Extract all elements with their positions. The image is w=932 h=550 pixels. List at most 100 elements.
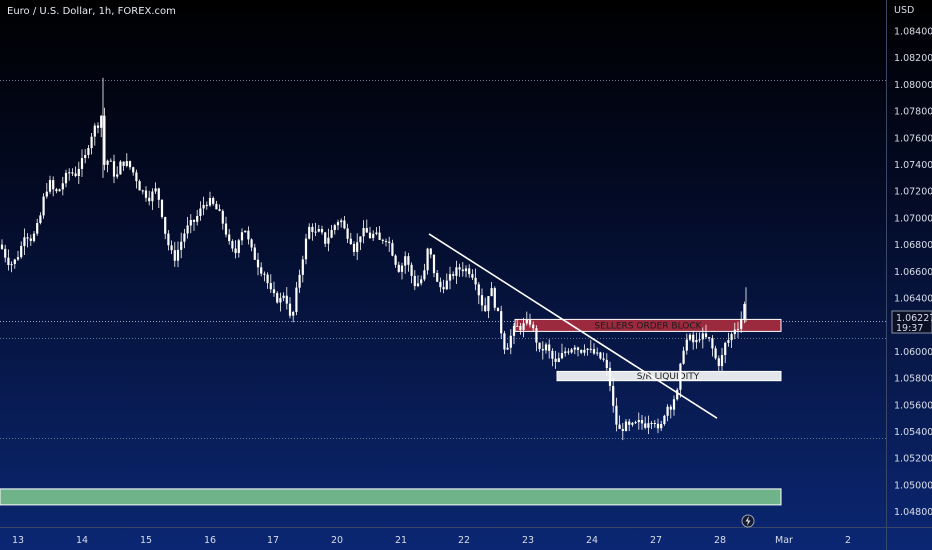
candle-body: [423, 270, 426, 280]
candle-body: [685, 339, 688, 351]
candle: [416, 275, 420, 288]
candle-body: [39, 215, 42, 223]
candle: [253, 243, 256, 260]
candle-body: [615, 405, 618, 425]
candle-body: [224, 223, 228, 235]
candle: [512, 323, 516, 345]
candle: [506, 343, 509, 350]
y-tick-label: 1.06600: [894, 267, 932, 278]
candle: [192, 219, 196, 231]
candle-body: [532, 324, 535, 329]
candle: [397, 261, 400, 273]
trendline-layer[interactable]: [428, 233, 718, 419]
candle: [388, 236, 391, 252]
candle-body: [666, 406, 669, 416]
descending-trendline[interactable]: [428, 233, 718, 419]
candle: [7, 249, 10, 271]
candle: [599, 351, 602, 360]
candle: [580, 349, 583, 355]
candle-body: [599, 352, 602, 359]
candle: [413, 270, 416, 291]
candle: [240, 228, 244, 246]
candle-body: [109, 160, 112, 162]
candle-body: [295, 287, 298, 312]
candle-body: [100, 115, 103, 128]
candle: [704, 324, 708, 339]
candle: [564, 347, 567, 357]
sr-liquidity-zone[interactable]: [556, 370, 782, 382]
candle: [365, 219, 368, 233]
candle-body: [16, 257, 20, 260]
candle-body: [26, 237, 29, 239]
candle: [180, 232, 183, 259]
candle-body: [71, 172, 74, 174]
candle: [653, 420, 656, 428]
candle-body: [157, 188, 160, 200]
candle-body: [695, 340, 698, 343]
candle-body: [660, 424, 663, 429]
candle-body: [0, 244, 4, 249]
candle: [439, 277, 442, 293]
candle-body: [448, 274, 452, 281]
candle-body: [90, 136, 93, 149]
candle: [333, 223, 336, 235]
candle-body: [698, 339, 701, 341]
candle: [362, 220, 365, 244]
candle: [666, 404, 669, 422]
candle-body: [608, 367, 612, 386]
candle: [663, 414, 666, 426]
candle: [602, 352, 605, 362]
sellers-order-block-zone[interactable]: [514, 318, 782, 332]
candle: [20, 241, 23, 259]
candle: [39, 212, 42, 225]
candle: [61, 176, 64, 196]
candle-body: [506, 347, 509, 350]
lightning-icon[interactable]: [741, 514, 755, 528]
candle: [615, 397, 618, 432]
candle-body: [487, 296, 490, 312]
candle-body: [176, 249, 180, 261]
price-axis[interactable]: 1.08400 1.08200 1.08000 1.07800 1.07600 1.074…: [894, 27, 932, 519]
candle: [391, 239, 394, 257]
candle-body: [711, 338, 714, 349]
candle-body: [583, 349, 586, 353]
y-tick-label: 1.08200: [894, 53, 932, 64]
candle: [173, 241, 176, 267]
candle-body: [260, 267, 263, 274]
candle-body: [381, 239, 384, 241]
candle: [151, 188, 154, 210]
candle: [144, 186, 148, 202]
candle: [138, 179, 141, 191]
time-axis[interactable]: 13 14 15 16 17 20 21 22 23 24 27 28 Mar 2: [12, 535, 851, 546]
candle-body: [125, 161, 128, 166]
candle-body: [58, 189, 61, 192]
candle-body: [141, 190, 144, 192]
candle-body: [183, 233, 186, 242]
candle-body: [576, 347, 580, 350]
candle-body: [503, 333, 506, 350]
candle-body: [189, 220, 192, 226]
candle: [410, 262, 413, 284]
candle: [84, 149, 87, 164]
candle: [592, 343, 596, 355]
candle: [698, 332, 701, 343]
candle: [244, 230, 247, 233]
candle: [74, 166, 77, 178]
candle: [103, 107, 106, 171]
candle-body: [368, 232, 372, 239]
candle: [455, 260, 458, 284]
candle-body: [167, 233, 170, 246]
candle-body: [621, 429, 624, 431]
support-zone[interactable]: [0, 488, 782, 506]
candle-body: [7, 257, 10, 265]
candle: [730, 332, 733, 348]
candle: [189, 214, 192, 234]
candle: [605, 353, 608, 377]
candle-body: [36, 223, 39, 234]
candle: [279, 292, 282, 312]
candle-body: [365, 228, 368, 233]
candle-body: [234, 248, 237, 254]
candle: [288, 297, 292, 319]
candle-body: [490, 288, 493, 297]
